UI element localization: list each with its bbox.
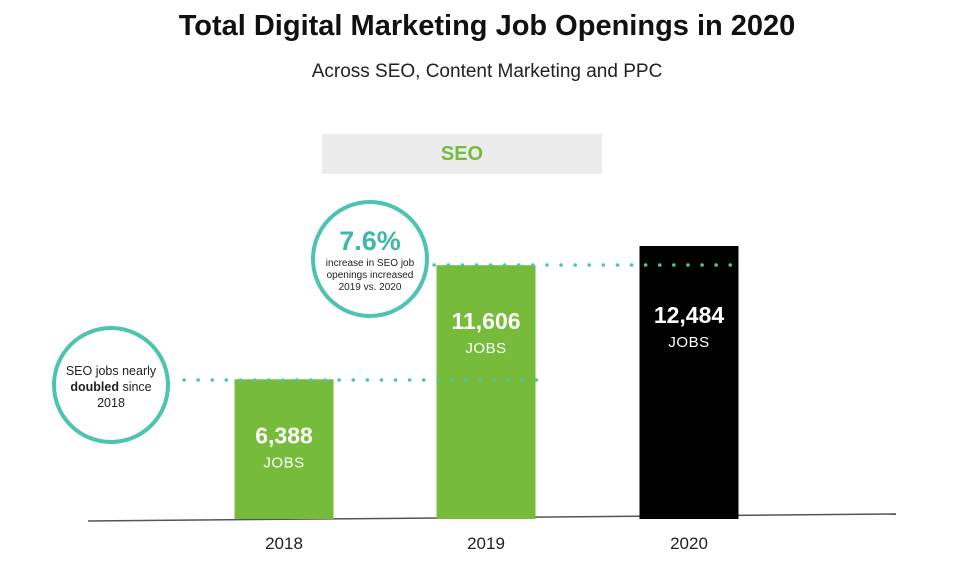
bar-unit-label-2019: JOBS	[465, 340, 506, 357]
bar-value-label-2019: 11,606	[451, 308, 520, 334]
increase-annotation: 7.6% increase in SEO job openings increa…	[311, 200, 429, 318]
bar-2018	[234, 379, 334, 519]
chart-subtitle: Across SEO, Content Marketing and PPC	[311, 61, 663, 82]
bar-2020	[639, 246, 739, 519]
increase-text-line1: increase in SEO job	[326, 258, 415, 269]
bar-unit-label-2018: JOBS	[263, 454, 304, 471]
doubled-text-line3: 2018	[97, 396, 125, 410]
x-tick-label-2020: 2020	[670, 534, 708, 553]
bar-value-label-2018: 6,388	[255, 422, 313, 448]
doubled-text-line1: SEO jobs nearly	[66, 364, 157, 378]
x-tick-label-2018: 2018	[265, 534, 303, 553]
bar-unit-label-2020: JOBS	[668, 334, 709, 351]
increase-text-line2: openings increased	[327, 270, 414, 281]
doubled-text-line2: doubled since	[70, 380, 151, 394]
bar-2019	[436, 265, 536, 519]
doubled-circle	[52, 326, 170, 444]
x-tick-label-2019: 2019	[467, 534, 505, 553]
chart-title: Total Digital Marketing Job Openings in …	[178, 10, 796, 42]
bar-value-label-2020: 12,484	[654, 302, 725, 328]
increase-percent: 7.6%	[339, 226, 401, 256]
increase-text-line3: 2019 vs. 2020	[339, 282, 402, 293]
increase-circle	[311, 200, 429, 318]
segment-label: SEO	[322, 134, 602, 174]
doubled-annotation: SEO jobs nearly doubled since 2018	[52, 326, 170, 444]
